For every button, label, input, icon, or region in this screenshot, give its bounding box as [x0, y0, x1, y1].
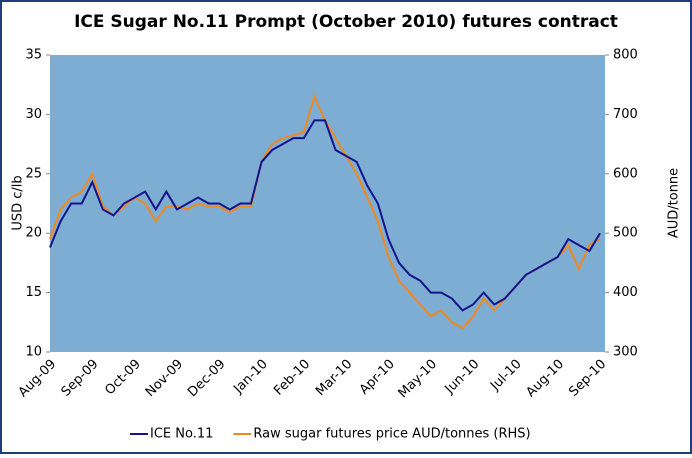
y-tick-label: 30	[25, 107, 42, 122]
plot-area	[50, 55, 605, 352]
y-tick-label: 10	[25, 345, 42, 360]
y2-tick-label: 800	[613, 48, 638, 63]
series-line	[49, 119, 601, 312]
y2-tick-label: 600	[613, 166, 638, 181]
y2-tick-label: 500	[613, 226, 638, 241]
legend-label: Raw sugar futures price AUD/tonnes (RHS)	[253, 427, 530, 442]
y-tick-label: 25	[25, 166, 42, 181]
y-axis-label: USD c/lb	[11, 175, 26, 230]
y-tick-label: 20	[25, 226, 42, 241]
y2-tick-label: 400	[613, 285, 638, 300]
chart-title: ICE Sugar No.11 Prompt (October 2010) fu…	[74, 12, 618, 32]
y-tick-label: 35	[25, 48, 42, 63]
y2-axis-label: AUD/tonne	[667, 168, 682, 238]
legend-label: ICE No.11	[150, 427, 213, 442]
y-tick-label: 15	[25, 285, 42, 300]
y2-tick-label: 700	[613, 107, 638, 122]
y2-tick-label: 300	[613, 345, 638, 360]
